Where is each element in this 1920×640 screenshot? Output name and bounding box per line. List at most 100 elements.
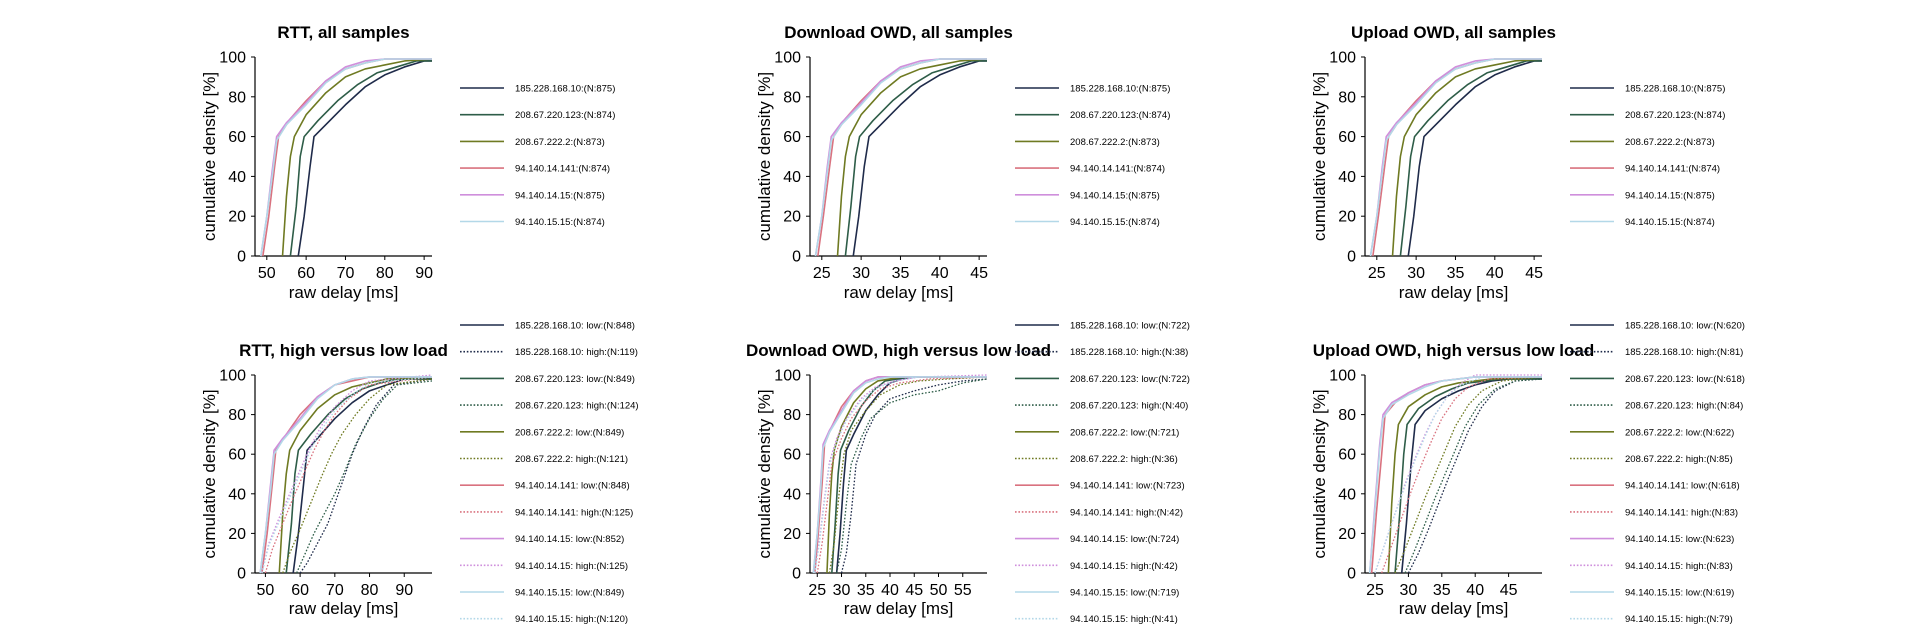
y-tick-label: 20: [1338, 209, 1356, 226]
x-axis-label: raw delay [ms]: [844, 599, 954, 618]
y-axis-label: cumulative density [%]: [1310, 72, 1329, 241]
x-tick-label: 50: [258, 265, 276, 282]
legend-label: 94.140.14.15:(N:875): [1070, 190, 1160, 201]
series-group: [812, 374, 987, 574]
y-axis-label: cumulative density [%]: [755, 72, 774, 241]
legend-label: 185.228.168.10: low:(N:722): [1070, 321, 1190, 332]
y-tick-label: 60: [783, 129, 801, 146]
x-tick-label: 60: [291, 582, 309, 599]
legend-label: 94.140.14.15: high:(N:42): [1070, 561, 1178, 572]
x-tick-label: 90: [395, 582, 413, 599]
legend-label: 94.140.14.141:(N:874): [1070, 164, 1165, 175]
series-line: [285, 378, 432, 574]
chart-title: Download OWD, all samples: [784, 23, 1013, 42]
x-tick-label: 90: [415, 265, 433, 282]
series-line: [1368, 376, 1542, 574]
legend-label: 94.140.14.15: high:(N:83): [1625, 561, 1733, 572]
series-line: [1369, 58, 1542, 257]
x-tick-label: 40: [1466, 582, 1484, 599]
chart-panel-1: RTT, all samples 0 20 40 60 80 100 50 60 70 80 90 ra…: [200, 23, 615, 302]
legend-label: 94.140.14.15: high:(N:125): [515, 561, 628, 572]
chart-panel-6: Upload OWD, high versus low load 0 20 40 60 8…: [1310, 321, 1745, 626]
series-line: [1381, 376, 1542, 574]
x-tick-label: 45: [1500, 582, 1518, 599]
legend-label: 208.67.220.123: low:(N:618): [1625, 374, 1745, 385]
legend-label: 94.140.14.141:(N:874): [1625, 164, 1720, 175]
legend-label: 94.140.14.141: low:(N:723): [1070, 481, 1185, 492]
legend-label: 208.67.220.123: high:(N:84): [1625, 401, 1743, 412]
legend-label: 208.67.222.2: low:(N:721): [1070, 427, 1179, 438]
series-line: [1368, 376, 1542, 574]
legend-label: 94.140.14.141: low:(N:618): [1625, 481, 1740, 492]
y-tick-label: 60: [228, 129, 246, 146]
chart-panel-5: Download OWD, high versus low load 0 20 40 6…: [746, 321, 1190, 626]
legend-label: 94.140.15.15:(N:874): [515, 217, 605, 228]
legend-label: 94.140.14.141: high:(N:125): [515, 507, 633, 518]
y-tick-label: 80: [783, 407, 801, 424]
x-tick-label: 80: [361, 582, 379, 599]
x-tick-label: 50: [930, 582, 948, 599]
x-tick-label: 80: [376, 265, 394, 282]
chart-title: Download OWD, high versus low load: [746, 341, 1051, 360]
series-line: [1374, 374, 1542, 574]
y-tick-label: 80: [1338, 407, 1356, 424]
series-line: [259, 376, 432, 574]
y-tick-label: 60: [228, 447, 246, 464]
series-line: [817, 58, 987, 257]
y-tick-label: 40: [783, 169, 801, 186]
y-tick-label: 60: [1338, 447, 1356, 464]
legend-label: 94.140.14.15: low:(N:852): [515, 534, 624, 545]
series-group: [260, 58, 432, 257]
x-axis-label: raw delay [ms]: [289, 283, 399, 302]
legend-label: 208.67.222.2: high:(N:121): [515, 454, 628, 465]
series-line: [1387, 376, 1542, 574]
series-line: [814, 58, 987, 257]
legend-label: 208.67.220.123: high:(N:40): [1070, 401, 1188, 412]
x-tick-label: 35: [892, 265, 910, 282]
y-tick-label: 0: [792, 566, 801, 583]
series-line: [828, 376, 987, 574]
x-tick-label: 45: [970, 265, 988, 282]
series-line: [1399, 60, 1542, 257]
legend-label: 208.67.220.123:(N:874): [1625, 110, 1725, 121]
y-tick-label: 100: [219, 50, 246, 67]
legend-label: 94.140.15.15: low:(N:719): [1070, 588, 1179, 599]
series-line: [278, 376, 432, 574]
x-tick-label: 35: [857, 582, 875, 599]
y-tick-label: 80: [228, 89, 246, 106]
chart-panel-4: RTT, high versus low load 0 20 40 60 80 100 50 6…: [200, 321, 639, 626]
legend-label: 208.67.220.123: high:(N:124): [515, 401, 639, 412]
series-line: [844, 60, 987, 257]
legend-label: 94.140.15.15: high:(N:41): [1070, 614, 1178, 625]
x-tick-label: 40: [931, 265, 949, 282]
chart-panel-3: Upload OWD, all samples 0 20 40 60 80 100 25 30 3…: [1310, 23, 1725, 302]
y-tick-label: 100: [1329, 368, 1356, 385]
series-line: [1374, 376, 1542, 574]
x-axis-label: raw delay [ms]: [844, 283, 954, 302]
x-tick-label: 45: [1525, 265, 1543, 282]
legend-label: 94.140.15.15: high:(N:79): [1625, 614, 1733, 625]
legend-label: 94.140.15.15: low:(N:849): [515, 588, 624, 599]
y-tick-label: 20: [228, 209, 246, 226]
x-tick-label: 25: [808, 582, 826, 599]
y-tick-label: 40: [1338, 486, 1356, 503]
series-line: [816, 376, 987, 574]
y-tick-label: 100: [1329, 50, 1356, 67]
x-tick-label: 25: [1368, 265, 1386, 282]
x-axis-label: raw delay [ms]: [1399, 283, 1509, 302]
legend-label: 94.140.14.15:(N:875): [515, 190, 605, 201]
legend: 185.228.168.10:(N:875) 208.67.220.123:(N:…: [1570, 84, 1725, 228]
y-tick-label: 20: [228, 526, 246, 543]
chart-title: RTT, all samples: [277, 23, 409, 42]
series-line: [812, 376, 987, 574]
y-tick-label: 40: [228, 486, 246, 503]
y-tick-label: 80: [228, 407, 246, 424]
legend-label: 185.228.168.10:(N:875): [1625, 84, 1725, 95]
x-tick-label: 30: [1407, 265, 1425, 282]
series-line: [1400, 378, 1542, 574]
x-tick-label: 25: [1366, 582, 1384, 599]
x-tick-label: 55: [954, 582, 972, 599]
legend-label: 94.140.14.141: low:(N:848): [515, 481, 630, 492]
